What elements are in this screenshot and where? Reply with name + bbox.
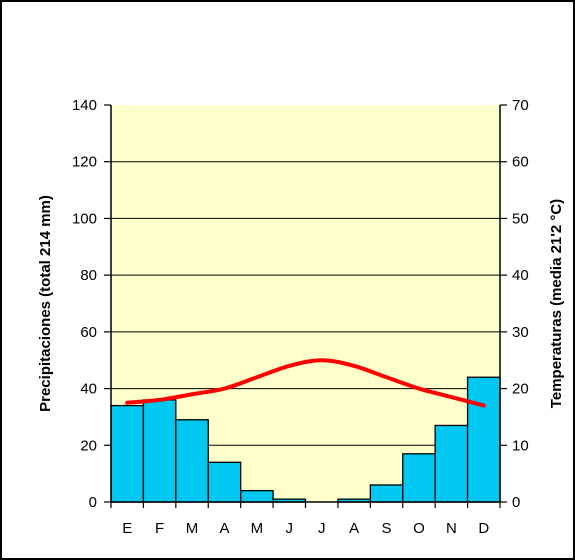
x-tick-label: M [186, 520, 199, 537]
x-tick-label: J [318, 520, 326, 537]
left-tick-label: 120 [72, 154, 97, 171]
precipitation-bar [207, 461, 242, 503]
left-tick-label: 100 [72, 210, 97, 227]
x-tick-label: J [286, 520, 294, 537]
right-axis-title: Temperaturas (media 21'2 °C) [548, 199, 565, 408]
x-tick-label: F [155, 520, 164, 537]
x-tick-label: D [478, 520, 489, 537]
left-tick-label: 60 [80, 324, 97, 341]
gridlines [111, 161, 500, 446]
left-tick-label: 20 [80, 437, 97, 454]
temperature-line [125, 358, 486, 408]
x-tick-label: M [251, 520, 264, 537]
x-tick-label: A [219, 520, 229, 537]
temperature-line-group [125, 358, 486, 408]
x-tick-label: O [413, 520, 425, 537]
precipitation-bar [466, 376, 501, 503]
right-tick-label: 50 [512, 210, 529, 227]
right-tick-label: 70 [512, 97, 529, 114]
left-tick-label: 80 [80, 267, 97, 284]
left-tick-label: 0 [89, 494, 97, 511]
precipitation-bar [434, 424, 469, 503]
precipitation-bar [369, 484, 404, 503]
right-tick-label: 30 [512, 324, 529, 341]
x-tick-label: A [349, 520, 359, 537]
left-tick-label: 140 [72, 97, 97, 114]
right-tick-label: 40 [512, 267, 529, 284]
right-tick-label: 60 [512, 154, 529, 171]
left-axis-ticks: 0 20 40 60 80 100 120 140 [72, 97, 111, 511]
precipitation-bar [142, 399, 177, 503]
right-axis-ticks: 0 10 20 30 40 50 60 70 [500, 97, 529, 511]
x-tick-label: N [446, 520, 457, 537]
precipitation-bar [402, 453, 436, 503]
left-tick-label: 40 [80, 381, 97, 398]
precipitation-bar [240, 490, 274, 503]
x-tick-label: S [382, 520, 392, 537]
right-tick-label: 20 [512, 381, 529, 398]
precipitation-bar [175, 419, 209, 503]
right-tick-label: 0 [512, 494, 520, 511]
precipitation-bar [110, 404, 145, 503]
right-tick-label: 10 [512, 437, 529, 454]
x-tick-label: E [122, 520, 132, 537]
left-axis-title: Precipitaciones (total 214 mm) [37, 195, 54, 412]
precipitation-bars [110, 376, 501, 503]
